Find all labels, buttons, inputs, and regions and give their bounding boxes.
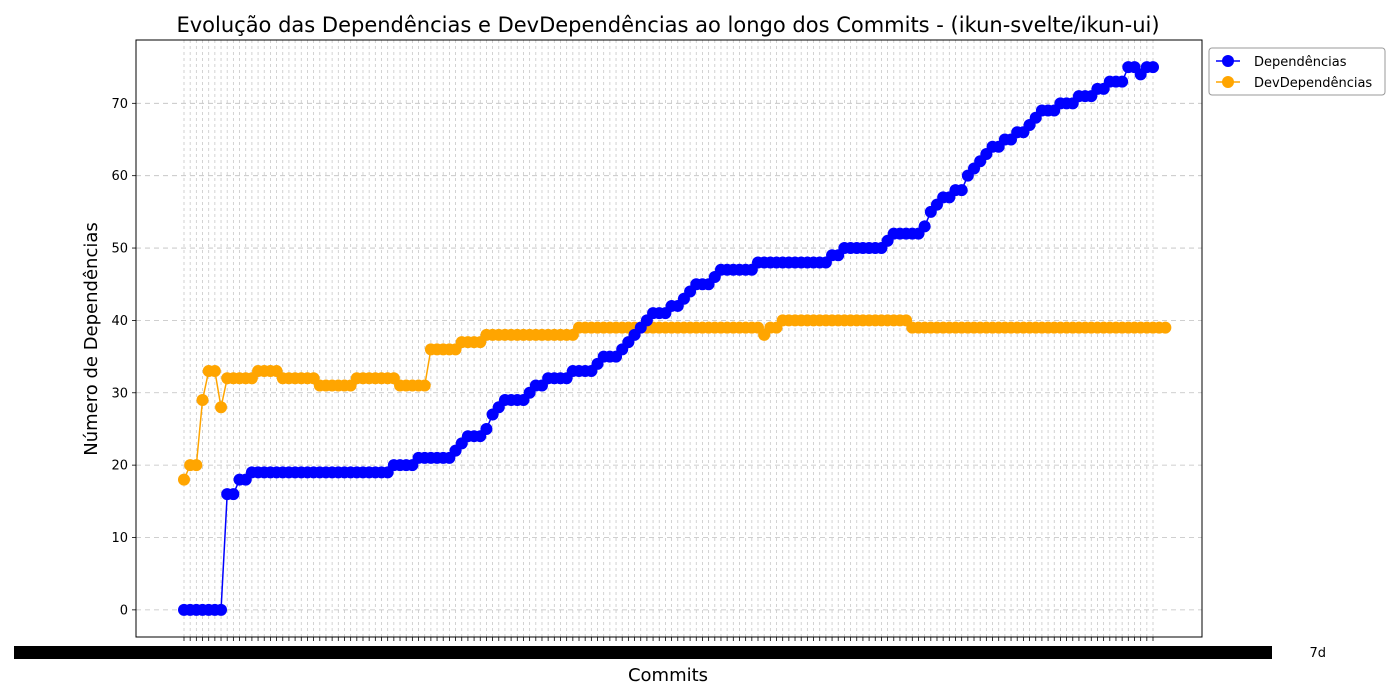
y-gridlines [136, 102, 1202, 611]
legend-marker-dependencias [1222, 55, 1234, 67]
data-point-devdependencias [208, 365, 221, 378]
data-point-devdependencias [190, 459, 203, 472]
legend-label-dependencias: Dependências [1254, 55, 1347, 70]
data-point-dependencias [955, 184, 968, 197]
data-point-dependencias [1147, 61, 1159, 74]
x-axis-label: Commits [628, 665, 708, 686]
legend-marker-devdependencias [1222, 76, 1234, 88]
legend-label-devdependencias: DevDependências [1254, 76, 1372, 91]
y-tick-label: 0 [120, 603, 128, 618]
series-line-devdependencias [183, 319, 1166, 480]
y-tick-label: 40 [111, 314, 128, 329]
data-point-dependencias [918, 220, 931, 233]
chart-title: Evolução das Dependências e DevDependênc… [176, 13, 1159, 37]
y-tick-label: 10 [111, 531, 128, 546]
y-tick-label: 50 [111, 242, 128, 257]
x-tick-label-last: 7d [1309, 646, 1326, 661]
y-axis-ticks: 0 10 20 30 40 50 60 70 [111, 97, 136, 618]
series-dependencias [178, 61, 1159, 616]
y-tick-label: 20 [111, 459, 128, 474]
legend: Dependências DevDependências [1208, 47, 1386, 96]
y-tick-label: 30 [111, 386, 128, 401]
series-devdependencias [178, 314, 1172, 486]
data-point-dependencias [1116, 75, 1129, 88]
data-point-devdependencias [215, 401, 228, 414]
data-point-dependencias [227, 488, 240, 501]
plot-frame [135, 39, 1203, 638]
data-point-devdependencias [418, 379, 431, 392]
data-point-dependencias [215, 603, 228, 616]
series-layer [178, 61, 1172, 616]
y-tick-label: 60 [111, 169, 128, 184]
y-axis-label: Número de Dependências [81, 222, 102, 456]
x-gridlines [183, 40, 1154, 637]
series-line-dependencias [184, 66, 1153, 611]
data-point-devdependencias [196, 394, 209, 407]
legend-box [1208, 47, 1386, 96]
data-point-devdependencias [178, 473, 190, 486]
data-point-dependencias [480, 422, 493, 435]
data-point-devdependencias [1159, 321, 1172, 334]
x-tick-label-band [14, 646, 1272, 659]
x-axis-ticks: 3e4 7d [14, 637, 1326, 661]
x-tick-label-first: 3e4 [14, 646, 39, 661]
y-tick-label: 70 [111, 97, 128, 112]
